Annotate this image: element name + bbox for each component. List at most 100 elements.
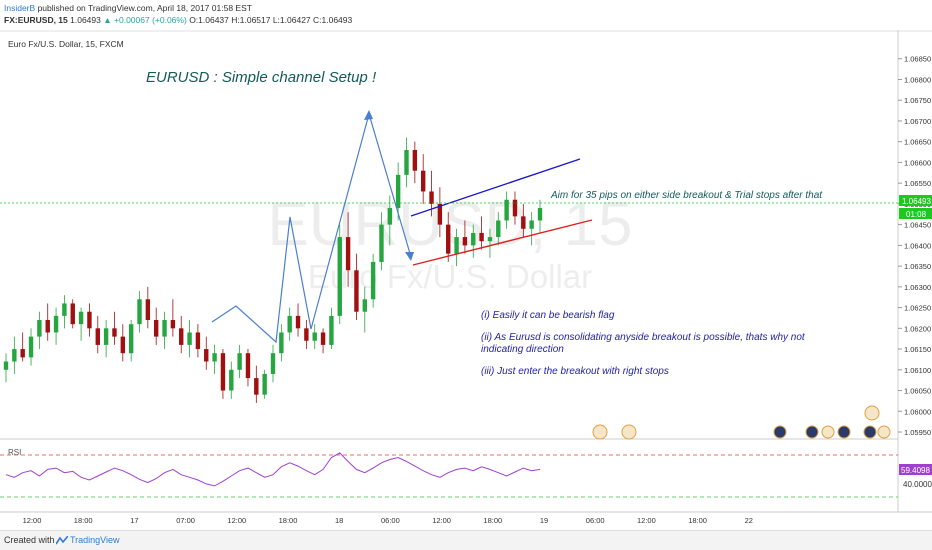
candle-body xyxy=(279,332,284,354)
economic-event-icons[interactable] xyxy=(592,405,891,440)
candle-body xyxy=(112,328,117,337)
price-tick-label: 1.06050 xyxy=(904,387,931,396)
candle-body xyxy=(237,353,242,370)
price-tick-label: 1.06600 xyxy=(904,158,931,167)
candle-body xyxy=(70,303,75,325)
time-tick-label: 12:00 xyxy=(227,516,246,525)
candle-body xyxy=(229,369,234,391)
candle-body xyxy=(420,170,426,192)
candle-body xyxy=(446,224,451,254)
rsi-current-tag xyxy=(899,464,932,475)
candle-body xyxy=(220,353,226,391)
candle-body xyxy=(362,299,367,312)
candle-body xyxy=(53,315,59,333)
candle-body xyxy=(270,353,276,374)
price-tick-label: 1.06000 xyxy=(904,407,931,416)
candle-body xyxy=(153,320,159,337)
chart-header: InsiderB published on TradingView.com, A… xyxy=(0,0,932,30)
candle-body xyxy=(320,332,326,345)
candle-body xyxy=(512,199,518,217)
candle-body xyxy=(295,315,301,329)
time-tick-label: 19 xyxy=(540,516,548,525)
candle-body xyxy=(187,332,192,345)
time-tick-label: 12:00 xyxy=(23,516,42,525)
candle-body xyxy=(387,208,393,225)
event-dividend-icon-4[interactable] xyxy=(837,425,851,439)
watermark-name: Euro Fx/U.S. Dollar xyxy=(308,258,592,295)
note-2: (ii) As Eurusd is consolidating anyside … xyxy=(481,332,806,343)
chart-area[interactable]: Euro Fx/U.S. Dollar, 15, FXCM EURUSD, 15… xyxy=(0,30,932,530)
candle-body xyxy=(462,237,468,246)
candle-body xyxy=(254,378,259,395)
event-dividend-icon-2[interactable] xyxy=(805,425,819,439)
candle-body xyxy=(437,203,443,225)
rsi-current-label: 59.4098 xyxy=(901,466,930,475)
candle-body xyxy=(262,373,267,395)
candle-body xyxy=(103,328,109,345)
price-tick-label: 1.06450 xyxy=(904,221,931,230)
countdown-tag xyxy=(899,208,932,219)
instrument-label: Euro Fx/U.S. Dollar, 15, FXCM xyxy=(8,39,124,49)
symbol-label: FX:EURUSD, 15 xyxy=(4,15,68,25)
candle-body xyxy=(529,220,534,229)
candle-body xyxy=(45,320,50,333)
note-2-cont: indicating direction xyxy=(481,344,564,355)
price-tick-label: 1.06850 xyxy=(904,55,931,64)
tradingview-brand[interactable]: TradingView xyxy=(70,535,120,545)
symbol-line: FX:EURUSD, 15 1.06493 ▲ +0.00067 (+0.06%… xyxy=(4,15,352,25)
event-dividend-icon-3[interactable] xyxy=(821,425,835,439)
price-tick-label: 1.06650 xyxy=(904,138,931,147)
candle-body xyxy=(471,232,476,246)
time-axis: 12:00 18:00 17 07:00 12:00 18:00 18 06:00 12:00 1… xyxy=(23,516,753,525)
candle-body xyxy=(170,320,176,329)
candle-body xyxy=(287,315,292,333)
candle-body xyxy=(370,261,376,300)
price-tick-label: 1.06300 xyxy=(904,283,931,292)
price-tick-label: 1.06200 xyxy=(904,324,931,333)
author-link[interactable]: InsiderB xyxy=(4,3,36,13)
candle-body xyxy=(204,349,209,362)
rsi-label: RSI xyxy=(8,448,21,457)
candle-body xyxy=(87,311,92,329)
note-3: (iii) Just enter the breakout with right… xyxy=(481,366,669,377)
time-tick-label: 07:00 xyxy=(176,516,195,525)
time-tick-label: 18:00 xyxy=(688,516,707,525)
event-flag-icon[interactable] xyxy=(592,424,608,440)
created-with-text: Created with xyxy=(4,535,55,545)
event-flag-icon-4[interactable] xyxy=(864,405,880,421)
published-text: published on TradingView.com, April 18, … xyxy=(37,3,252,13)
tradingview-logo-icon xyxy=(56,536,68,545)
candle-body xyxy=(329,315,334,345)
candle-body xyxy=(162,320,167,337)
candle-body xyxy=(404,149,409,175)
candle-body xyxy=(179,328,184,345)
candle-body xyxy=(128,324,134,354)
candle-body xyxy=(20,349,25,358)
price-tick-label: 1.06700 xyxy=(904,117,931,126)
price-tick-label: 1.06800 xyxy=(904,75,931,84)
current-price-label: 1.06493 xyxy=(902,197,931,206)
event-dividend-icon[interactable] xyxy=(773,425,787,439)
candle-body xyxy=(3,361,9,370)
rsi-tick-label: 40.0000 xyxy=(903,480,932,489)
event-flag-icon-3[interactable] xyxy=(877,425,891,439)
channel-upper-line[interactable] xyxy=(410,158,581,217)
channel-lower-line[interactable] xyxy=(412,219,593,266)
price-tick-label: 1.06150 xyxy=(904,345,931,354)
candle-body xyxy=(429,191,434,204)
countdown-label: 01:08 xyxy=(906,210,927,219)
price-tick-label: 1.06550 xyxy=(904,179,931,188)
zigzag-arrowhead xyxy=(364,110,373,120)
candle-body xyxy=(395,174,401,209)
candle-body xyxy=(120,336,126,354)
time-tick-label: 18 xyxy=(335,516,343,525)
candle-body xyxy=(312,332,317,341)
event-flag-icon-2[interactable] xyxy=(621,424,637,440)
event-dividend-icon-5[interactable] xyxy=(863,425,877,439)
candle-body xyxy=(479,232,484,242)
time-tick-label: 18:00 xyxy=(483,516,502,525)
time-tick-label: 06:00 xyxy=(381,516,400,525)
candle-body xyxy=(78,311,84,325)
candle-body xyxy=(337,237,342,316)
candle-body xyxy=(137,299,142,325)
